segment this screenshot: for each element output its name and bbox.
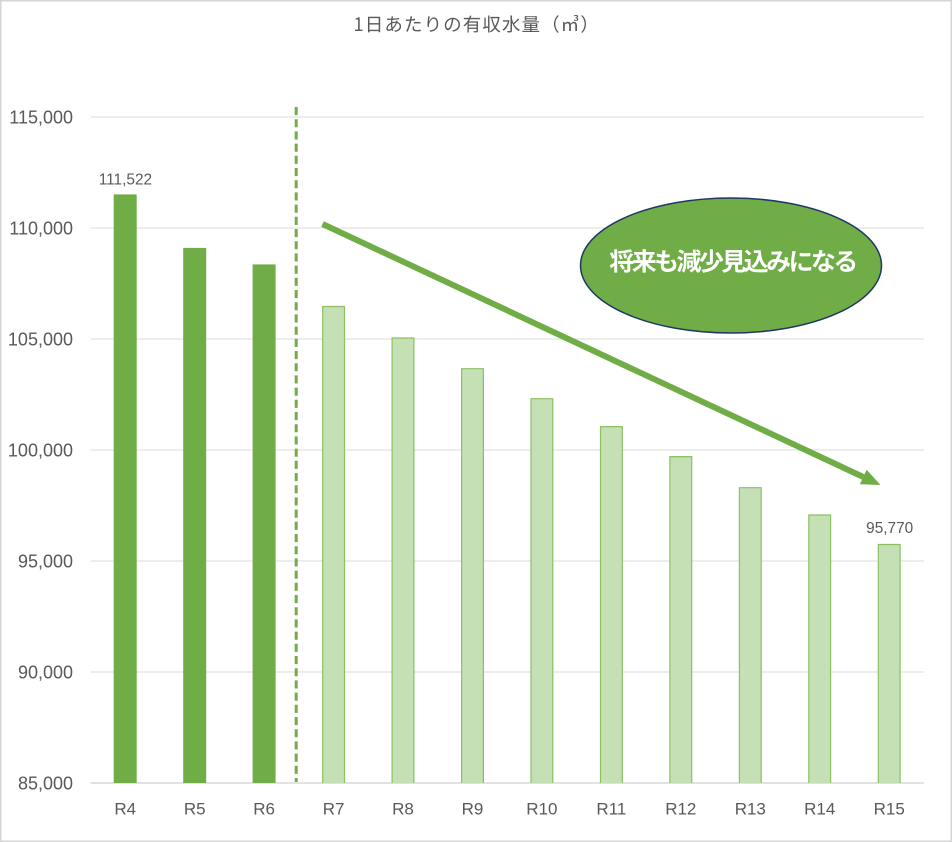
svg-text:95,770: 95,770 — [866, 520, 913, 537]
svg-text:R10: R10 — [526, 799, 557, 818]
svg-text:R6: R6 — [253, 799, 275, 818]
svg-text:95,000: 95,000 — [18, 551, 73, 571]
svg-text:R13: R13 — [735, 799, 766, 818]
svg-text:R9: R9 — [462, 799, 484, 818]
svg-text:R7: R7 — [323, 799, 345, 818]
svg-text:R15: R15 — [874, 799, 905, 818]
svg-text:90,000: 90,000 — [18, 662, 73, 682]
svg-text:R11: R11 — [596, 799, 626, 818]
svg-text:100,000: 100,000 — [8, 440, 73, 460]
svg-text:105,000: 105,000 — [8, 329, 73, 349]
svg-text:R8: R8 — [392, 799, 414, 818]
svg-text:R5: R5 — [184, 799, 206, 818]
svg-text:R4: R4 — [114, 799, 136, 818]
svg-text:111,522: 111,522 — [99, 171, 152, 188]
svg-text:R12: R12 — [665, 799, 696, 818]
svg-text:85,000: 85,000 — [18, 773, 73, 793]
svg-text:115,000: 115,000 — [9, 107, 73, 127]
svg-text:R14: R14 — [804, 799, 835, 818]
svg-text:110,000: 110,000 — [9, 218, 73, 238]
